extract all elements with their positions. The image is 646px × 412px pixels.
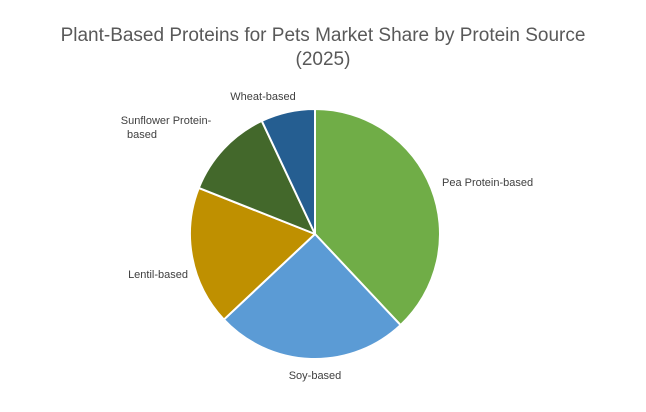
pie-slice-soy-based bbox=[222, 233, 402, 360]
pie-slice-wheat-based bbox=[260, 108, 316, 235]
chart-title-line-1: Plant-Based Proteins for Pets Market Sha… bbox=[60, 25, 586, 46]
chart-title-line-2: (2025) bbox=[295, 49, 351, 70]
pie-slice-pea-protein-based bbox=[314, 108, 441, 327]
pie-slices bbox=[189, 108, 441, 360]
pie-slice-label-pea-protein-based: Pea Protein-based bbox=[442, 177, 533, 189]
pie-slice-lentil-based bbox=[189, 186, 316, 321]
pie-slice-label-wheat-based: Wheat-based bbox=[230, 91, 295, 103]
pie-slice-label-sunflower-protein-based: Sunflower Protein-based bbox=[121, 115, 212, 141]
pie-slice-label-soy-based: Soy-based bbox=[289, 370, 342, 382]
chart-title: Plant-Based Proteins for Pets Market Sha… bbox=[0, 24, 646, 72]
pie-slice-labels: Pea Protein-based Soy-based Lentil-based Su… bbox=[121, 91, 533, 382]
pie-slice-sunflower-protein-based bbox=[197, 119, 316, 235]
pie-slice-label-lentil-based: Lentil-based bbox=[128, 269, 188, 281]
